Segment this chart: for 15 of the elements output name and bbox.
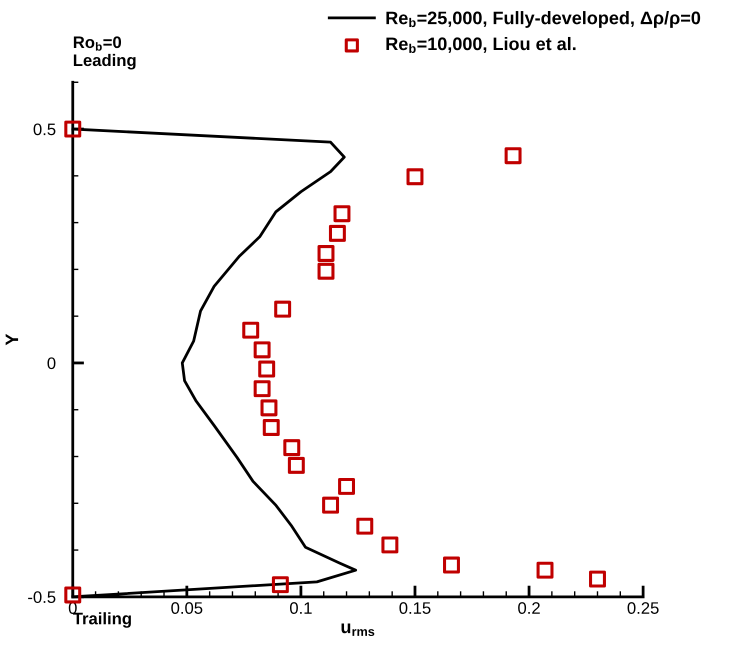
x-tick-label: 0.2 <box>518 602 540 614</box>
text: Leading <box>74 54 136 70</box>
x-tick-label: 0.15 <box>399 602 431 614</box>
y-tick-label: 0.5 <box>34 123 56 136</box>
y-axis-title: Y <box>6 334 18 346</box>
x-axis-title: u$_{rms}$ <box>342 624 374 636</box>
y-tick-label: -0.5 <box>28 591 56 604</box>
text: Ro$_{b}$=0 <box>74 36 122 51</box>
x-tick-label: 0.1 <box>290 602 312 614</box>
text: Trailing <box>72 612 131 628</box>
x-tick-label: 0.25 <box>628 602 659 614</box>
y-tick-label: 0 <box>47 357 56 370</box>
legend-label: Re$_{b}$=25,000, Fully-developed, Δρ/ρ=0 <box>386 11 700 28</box>
x-tick-label: 0.05 <box>171 602 202 614</box>
legend-label: Re$_{b}$=10,000, Liou et al. <box>386 36 576 54</box>
